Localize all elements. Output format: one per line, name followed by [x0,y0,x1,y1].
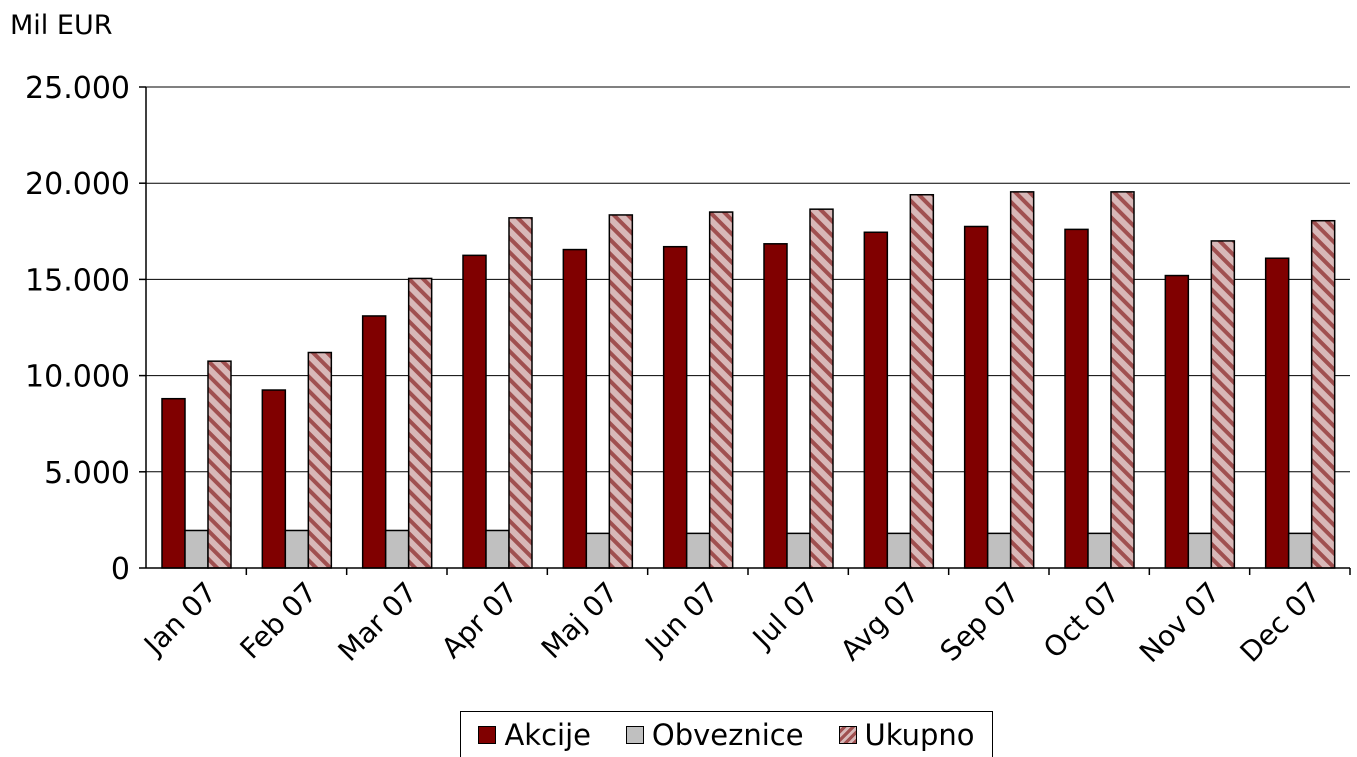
bar-akcije [462,254,487,569]
bar-obveznice [485,529,510,569]
bar-ukupno [307,351,333,569]
bar-obveznice [786,532,811,569]
y-tick-label: 10.000 [25,360,130,395]
x-tick-label: Dec 07 [1234,576,1327,669]
bar-obveznice [284,529,310,569]
bar-obveznice [886,532,912,569]
y-tick-labels: 0 5.000 10.000 15.000 20.000 25.000 [25,71,130,587]
bar-ukupno [508,217,533,569]
bar-obveznice [184,529,209,569]
legend: Akcije Obveznice Ukupno [460,711,993,757]
x-tick-label: Oct 07 [1037,576,1126,665]
y-tick-label: 15.000 [25,263,130,298]
x-tick-label: Jan 07 [136,576,223,663]
bar-akcije [1164,274,1190,569]
bar-obveznice [685,532,711,569]
x-tick-label: Sep 07 [934,576,1026,668]
bar-ukupno [407,277,433,569]
bar-obveznice [1187,532,1213,569]
gridlines [146,86,1350,473]
bar-obveznice [585,532,611,569]
y-tick-label: 25.000 [25,71,130,106]
bar-akcije [662,245,688,569]
bar-akcije [963,225,989,569]
bar-obveznice [1287,532,1313,569]
legend-swatch-obveznice [625,725,644,744]
bar-akcije [161,397,186,569]
bar-ukupno [1310,219,1336,569]
legend-swatch-akcije [478,725,497,744]
legend-item-obveznice: Obveznice [625,717,804,752]
legend-label-obveznice: Obveznice [651,717,804,752]
bar-akcije [763,243,788,569]
x-tick-labels: Jan 07 Feb 07 Mar 07 Apr 07 Maj 07 Jun 07 Jul … [136,576,1326,669]
bar-akcije [863,231,889,569]
legend-item-akcije: Akcije [478,718,591,752]
bars [161,191,1336,569]
bar-akcije [1264,257,1290,569]
x-tick-label: Apr 07 [435,576,524,665]
bar-akcije [562,248,588,569]
x-tick-label: Feb 07 [234,576,324,666]
y-tick-label: 5.000 [44,456,130,491]
legend-swatch-ukupno [838,725,857,744]
x-tick-label: Nov 07 [1133,576,1226,669]
x-tick-label: Avg 07 [834,576,925,667]
y-axis-unit-label: Mil EUR [10,10,113,41]
bar-ukupno [1110,191,1135,569]
x-tick-label: Maj 07 [535,576,625,666]
legend-item-ukupno: Ukupno [838,717,975,752]
y-tick-label: 0 [111,552,130,587]
bar-ukupno [608,214,634,569]
bar-ukupno [1210,240,1236,569]
legend-label-ukupno: Ukupno [864,717,975,752]
x-tick-label: Mar 07 [332,576,424,668]
bar-ukupno [708,211,734,569]
x-tick-label: Jul 07 [745,576,825,656]
y-tick-label: 20.000 [25,167,130,202]
legend-label-akcije: Akcije [504,717,591,752]
bar-ukupno [1009,191,1035,569]
bar-ukupno [909,193,935,569]
bar-akcije [261,389,287,569]
bar-obveznice [384,529,410,569]
bar-obveznice [1087,532,1112,569]
bar-akcije [361,315,387,569]
bar-akcije [1064,228,1089,569]
bar-ukupno [207,360,232,569]
bar-obveznice [986,532,1012,569]
bar-ukupno [809,208,834,569]
axes [139,86,1351,575]
x-tick-label: Jun 07 [638,576,725,663]
